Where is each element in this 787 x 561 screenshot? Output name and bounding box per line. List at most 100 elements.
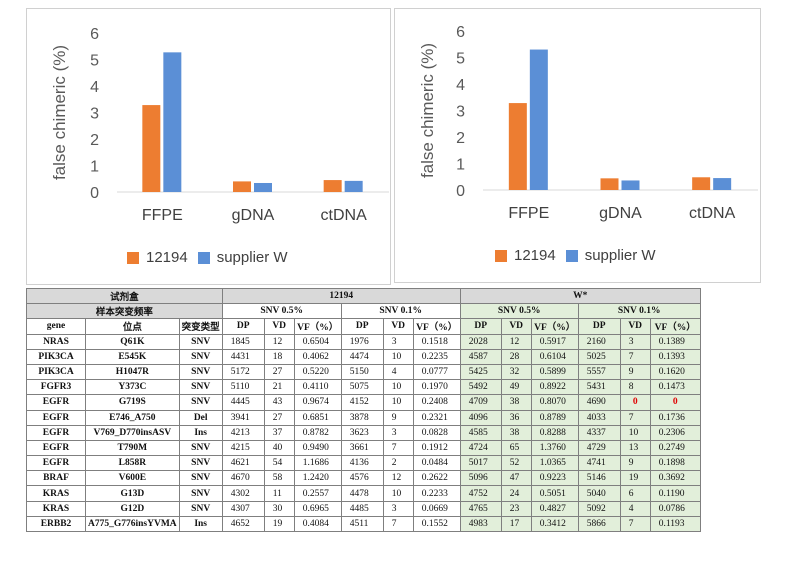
vf-cell: 0.0484 <box>412 455 461 472</box>
dp-cell: 3623 <box>340 424 384 441</box>
x-tick-label: ctDNA <box>321 207 368 224</box>
group-w-header: W* <box>459 287 701 305</box>
dp-cell: 4587 <box>459 348 502 365</box>
dp-cell: 4096 <box>459 409 502 426</box>
vf-cell: 0.9674 <box>293 394 342 411</box>
kit-label: 试剂盒 <box>26 287 223 305</box>
dp-cell: 4621 <box>221 455 265 472</box>
vd-cell: 9 <box>619 455 651 472</box>
vd-cell: 30 <box>263 500 295 517</box>
vd-cell: 7 <box>382 515 414 533</box>
table-row: EGFR T790M SNV 4215 40 0.9490 3661 7 0.1912 4724 6… <box>26 439 701 457</box>
legend-item-supplier-w: supplier W <box>197 249 288 266</box>
dp-cell: 5557 <box>577 363 621 381</box>
dp-cell: 4033 <box>577 409 621 426</box>
vf-cell: 0.8070 <box>530 394 579 411</box>
vd-cell: 4 <box>619 500 651 517</box>
site-cell: G13D <box>85 485 180 502</box>
x-tick-label: FFPE <box>142 207 183 224</box>
dp-cell: 5075 <box>340 379 384 396</box>
dp-cell: 4215 <box>221 439 265 457</box>
col-header-vd: VD <box>500 318 532 335</box>
site-cell: Y373C <box>85 379 180 396</box>
type-cell: SNV <box>178 394 223 411</box>
vd-cell: 19 <box>619 470 651 487</box>
chart-panel-right: 0 1 2 3 4 5 6 false chimeric (%) FFPE gDNA ctDNA 1… <box>394 8 761 283</box>
col-header-dp: DP <box>577 318 621 335</box>
bar-supplier-w-gdna <box>254 182 272 192</box>
y-tick-label: 0 <box>90 185 99 202</box>
table-row: NRAS Q61K SNV 1845 12 0.6504 1976 3 0.1518 2028 12… <box>26 333 701 350</box>
dp-cell: 4724 <box>459 439 502 457</box>
dp-cell: 4741 <box>577 455 621 472</box>
site-cell: V600E <box>85 470 180 487</box>
table-row: KRAS G12D SNV 4307 30 0.6965 4485 3 0.0669 4765 23… <box>26 500 701 517</box>
col-header-vd: VD <box>382 318 414 335</box>
site-cell: V769_D770insASV <box>85 424 180 441</box>
legend-swatch <box>127 251 139 264</box>
vd-cell: 28 <box>500 348 532 365</box>
dp-cell: 4585 <box>459 424 502 441</box>
dp-cell: 4709 <box>459 394 502 411</box>
vf-cell: 0 <box>649 394 701 411</box>
dp-cell: 4337 <box>577 424 621 441</box>
y-tick-label: 1 <box>90 159 99 176</box>
dp-cell: 1976 <box>340 333 384 350</box>
vd-cell: 10 <box>382 485 414 502</box>
vd-cell: 3 <box>619 333 651 350</box>
dp-cell: 1845 <box>221 333 265 350</box>
vf-cell: 0.5051 <box>530 485 579 502</box>
vd-cell: 4 <box>382 363 414 381</box>
vf-cell: 0.1393 <box>649 348 701 365</box>
snv-05-header-b: SNV 0.5% <box>459 303 579 320</box>
legend-label: supplier W <box>216 249 288 266</box>
y-tick-label: 0 <box>456 183 465 200</box>
dp-cell: 5017 <box>459 455 502 472</box>
type-cell: SNV <box>178 439 223 457</box>
bar-12194-ffpe <box>508 103 527 190</box>
col-header-vd: VD <box>263 318 295 335</box>
vd-cell: 12 <box>382 470 414 487</box>
table-row: PIK3CA H1047R SNV 5172 27 0.5220 5150 4 0.0777 54… <box>26 363 701 381</box>
vf-cell: 0.0777 <box>412 363 461 381</box>
col-header-vf: VF（%） <box>412 318 461 335</box>
y-tick-label: 3 <box>456 104 465 121</box>
gene-cell: NRAS <box>26 333 86 350</box>
vf-cell: 0.5899 <box>530 363 579 381</box>
vd-cell: 0 <box>619 394 651 411</box>
site-cell: L858R <box>85 455 180 472</box>
vf-cell: 0.0786 <box>649 500 701 517</box>
y-tick-label: 6 <box>456 24 465 41</box>
dp-cell: 4474 <box>340 348 384 365</box>
vd-cell: 24 <box>500 485 532 502</box>
vf-cell: 0.8782 <box>293 424 342 441</box>
dp-cell: 4729 <box>577 439 621 457</box>
col-header-dp: DP <box>340 318 384 335</box>
dp-cell: 4445 <box>221 394 265 411</box>
type-cell: SNV <box>178 485 223 502</box>
dp-cell: 5096 <box>459 470 502 487</box>
legend-left: 12194 supplier W <box>127 249 298 266</box>
dp-cell: 4765 <box>459 500 502 517</box>
vf-cell: 0.6965 <box>293 500 342 517</box>
x-tick-label: gDNA <box>599 205 642 222</box>
x-tick-label: ctDNA <box>689 205 736 222</box>
vd-cell: 10 <box>619 424 651 441</box>
vd-cell: 47 <box>500 470 532 487</box>
gene-cell: EGFR <box>26 409 86 426</box>
bar-12194-ctdna <box>323 180 342 192</box>
type-cell: SNV <box>178 363 223 381</box>
y-tick-label: 5 <box>456 51 465 68</box>
gene-cell: FGFR3 <box>26 379 86 396</box>
dp-cell: 5866 <box>577 515 621 533</box>
vd-cell: 9 <box>619 363 651 381</box>
vd-cell: 6 <box>619 485 651 502</box>
header-row-kit: 试剂盒 12194 W* <box>26 287 701 305</box>
bar-12194-gdna <box>600 178 619 190</box>
table-row: FGFR3 Y373C SNV 5110 21 0.4110 5075 10 0.1970 549… <box>26 379 701 396</box>
dp-cell: 5431 <box>577 379 621 396</box>
y-tick-label: 2 <box>90 132 99 149</box>
dp-cell: 2028 <box>459 333 502 350</box>
vf-cell: 1.0365 <box>530 455 579 472</box>
bar-12194-ctdna <box>692 177 711 190</box>
